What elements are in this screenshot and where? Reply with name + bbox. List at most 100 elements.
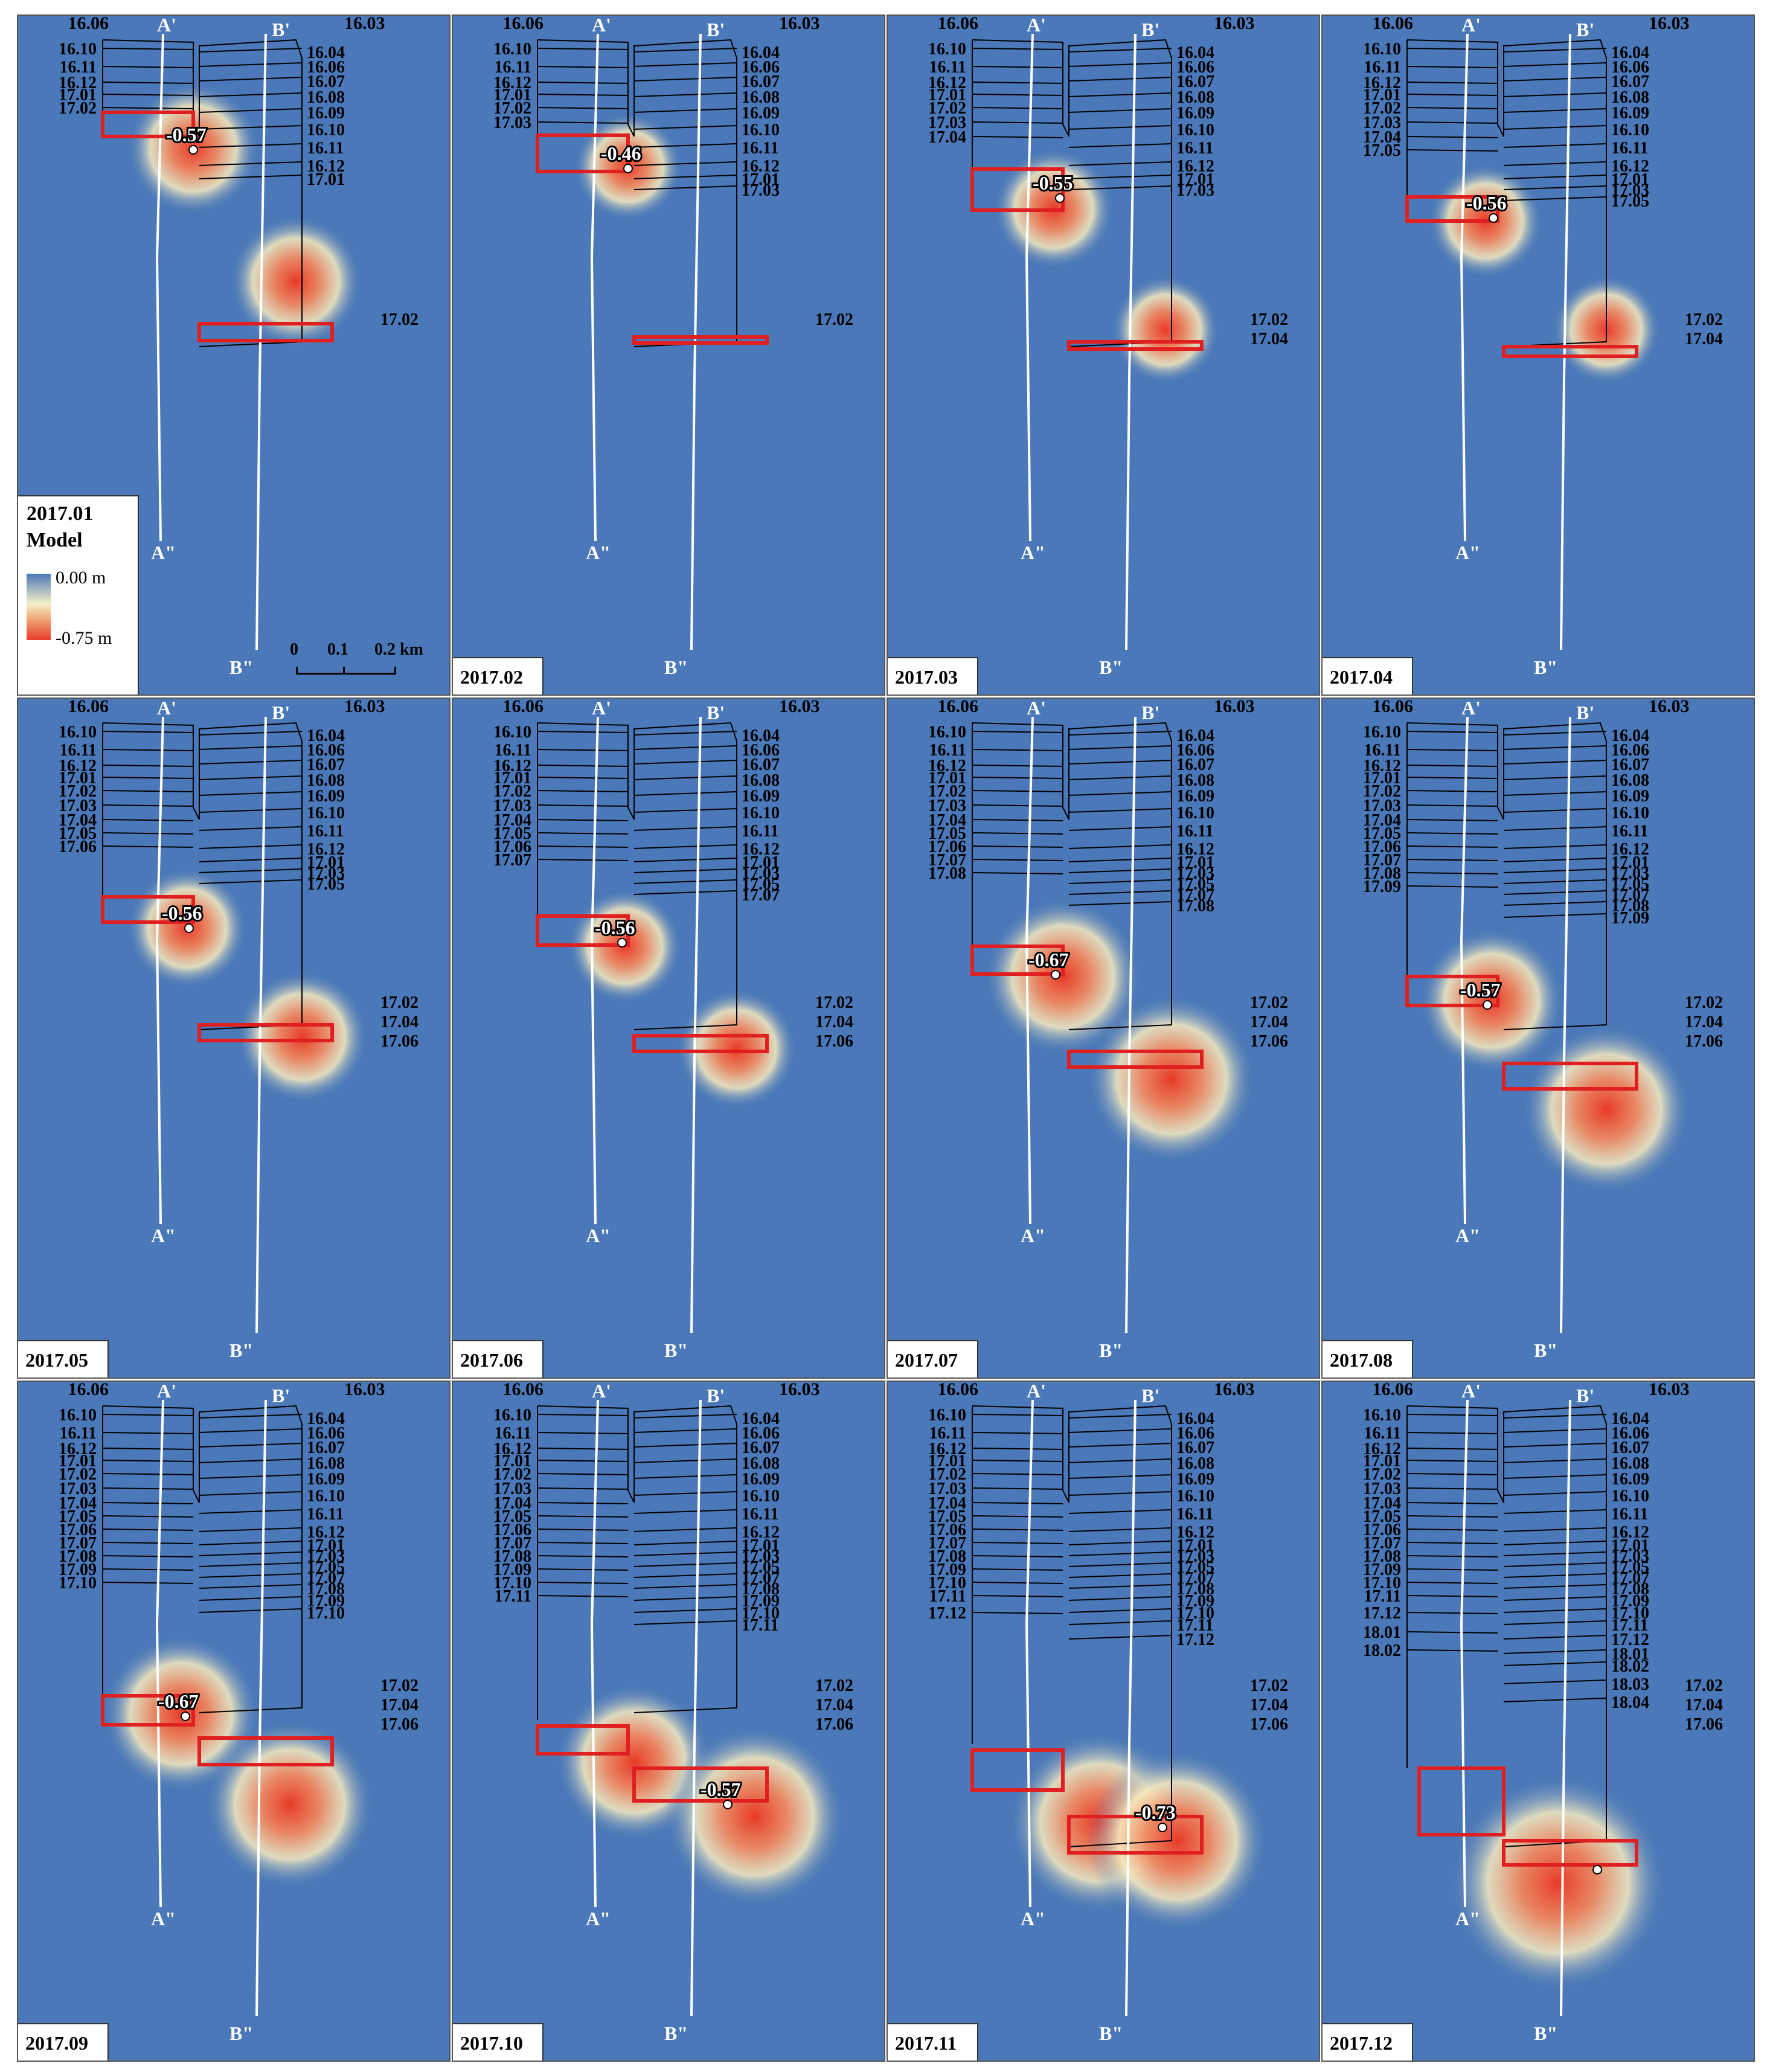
right-strip-label: 17.01	[742, 1536, 780, 1555]
right-strip-label: 16.11	[307, 822, 344, 841]
panel-strip-line	[1503, 1491, 1607, 1496]
right-outer-label: 17.02	[1685, 1676, 1723, 1695]
highlight-box	[197, 1736, 334, 1766]
panel-strip-line	[1503, 1596, 1607, 1601]
max-point-marker	[188, 145, 198, 155]
profile-line-b	[1560, 716, 1571, 1333]
left-strip-label: 17.07	[1363, 851, 1401, 870]
left-strip-label: 18.01	[1363, 1623, 1401, 1642]
left-strip-label: 17.04	[493, 811, 531, 830]
profile-b-bottom-label: B"	[1099, 1339, 1123, 1361]
panel-strip-line	[972, 1582, 1063, 1584]
highlight-box	[536, 133, 630, 173]
right-strip-label: 16.08	[742, 88, 780, 107]
panel-strip-line	[537, 1528, 629, 1531]
panel-strip-line	[199, 1573, 303, 1578]
max-point-marker	[1158, 1823, 1167, 1832]
left-strip-label: 16.11	[1364, 58, 1401, 77]
left-strip-label: 16.11	[495, 1424, 531, 1443]
panel-strip-line	[633, 1573, 737, 1578]
right-strip-label: 17.10	[1611, 1604, 1649, 1623]
left-strip-label: 17.01	[493, 1452, 531, 1471]
panel-date-label: 2017.08	[1323, 1340, 1413, 1378]
panel-strip-line	[1503, 1608, 1607, 1613]
right-strip-label: 16.04	[742, 726, 780, 745]
panel-strip-line	[537, 765, 629, 767]
panel-strip-line	[537, 66, 629, 68]
panel-strip-line	[102, 765, 194, 767]
left-strip-label: 16.10	[1363, 40, 1401, 59]
top-right-label: 16.03	[779, 699, 820, 716]
panel-strip-line	[1406, 1487, 1498, 1490]
panel-strip-line	[199, 844, 303, 849]
max-point-marker	[617, 938, 627, 948]
panel-strip-line	[1406, 885, 1498, 888]
subsidence-blob	[664, 1726, 845, 1907]
left-strip-label: 16.11	[60, 1424, 97, 1443]
panel-strip-line	[1503, 1474, 1607, 1479]
panel-strip-line	[1503, 143, 1607, 148]
left-strip-label: 17.01	[59, 1452, 97, 1471]
left-strip-label: 17.03	[59, 797, 97, 815]
right-strip-label: 16.09	[742, 1470, 780, 1489]
highlight-box	[632, 1766, 769, 1803]
panel-date-label: 2017.11	[888, 2023, 978, 2061]
highlight-box	[1405, 975, 1499, 1007]
panel-strip-line	[102, 1582, 194, 1584]
right-strip-label: 16.12	[307, 1523, 345, 1542]
right-strip-label: 16.12	[1611, 1523, 1649, 1542]
max-point-marker	[1483, 1000, 1492, 1010]
left-strip-label: 17.02	[1363, 99, 1401, 118]
right-strip-label: 16.11	[1176, 139, 1213, 158]
panel-strip-line	[199, 143, 303, 148]
left-strip-label: 16.12	[59, 1440, 97, 1458]
right-strip-label: 16.10	[1611, 1487, 1649, 1506]
map-canvas: 16.1016.1116.1217.0117.0217.0317.0417.05…	[1363, 16, 1723, 678]
top-left-label: 16.06	[503, 699, 544, 716]
top-right-label: 16.03	[1649, 1382, 1690, 1399]
panel-strip-line	[972, 1502, 1063, 1504]
profile-a-top-label: A'	[592, 699, 611, 719]
panel-strip-line	[633, 1608, 737, 1613]
panel-strip-line	[633, 1509, 737, 1514]
highlight-box	[101, 111, 195, 138]
subsidence-blob	[984, 898, 1141, 1055]
left-strip-label: 16.12	[493, 1440, 531, 1458]
panel-strip-line	[1068, 901, 1172, 906]
right-strip-label: 18.03	[1611, 1675, 1649, 1694]
panel-strip-line	[1503, 1509, 1607, 1514]
map-canvas: 16.1016.1116.1217.0117.0217.0317.0417.05…	[59, 699, 418, 1361]
subsidence-blob	[1111, 275, 1220, 384]
panel-strip-line	[1503, 1527, 1607, 1532]
panel-strip-line	[199, 791, 303, 796]
scale-label: 0	[290, 640, 298, 659]
panel-strip-line	[1406, 1568, 1498, 1571]
max-point-marker	[1051, 970, 1060, 980]
left-strip-label: 17.04	[928, 128, 966, 147]
right-strip-label: 16.07	[307, 72, 345, 91]
panel-date-label: 2017.05	[18, 1340, 109, 1378]
right-strip-label: 16.04	[307, 726, 345, 745]
panel-strip-line	[102, 790, 194, 792]
right-strip-label: 16.06	[1176, 1424, 1214, 1443]
top-right-label: 16.03	[1649, 16, 1690, 33]
panel-strip-line	[1503, 1443, 1607, 1448]
left-strip-label: 16.10	[928, 40, 966, 59]
left-strip-label: 16.11	[929, 741, 966, 760]
max-point-marker	[623, 164, 633, 173]
panel-strip-line	[633, 858, 737, 862]
right-strip-label: 17.03	[1611, 1547, 1649, 1566]
panel-strip-line	[199, 62, 303, 67]
profile-line-a	[1025, 33, 1034, 542]
panel-strip-line	[1068, 1458, 1172, 1463]
right-outer-label: 17.06	[380, 1715, 418, 1734]
panel-strip-line	[1406, 1432, 1498, 1434]
highlight-box	[197, 322, 334, 342]
panel-strip-line	[1503, 185, 1607, 190]
panel-strip-line	[1068, 1474, 1172, 1479]
left-strip-label: 17.06	[1363, 838, 1401, 856]
panel-strip-line	[1503, 844, 1607, 849]
profile-a-top-label: A'	[1461, 699, 1481, 719]
panel-strip-line	[1503, 1458, 1607, 1463]
profile-line-a	[1460, 716, 1469, 1225]
